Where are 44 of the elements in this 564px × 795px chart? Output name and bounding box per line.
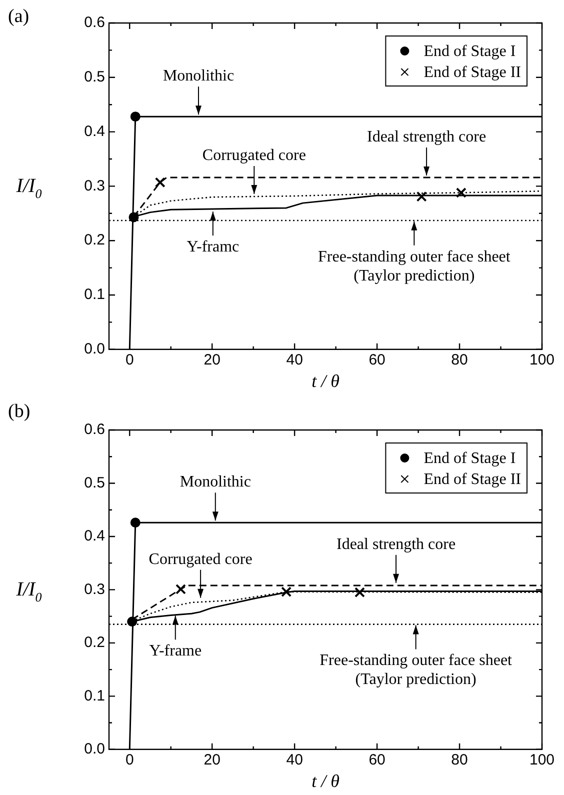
legend-label: End of Stage II [424, 64, 522, 82]
annotation: Free-standing outer face sheet (Taylor prediction) [318, 248, 511, 284]
y-tick-label: 0.6 [84, 421, 105, 438]
y-tick-label: 0.6 [84, 14, 105, 32]
y-tick-label: 0.4 [84, 122, 105, 140]
x-axis-title: t / θ [312, 770, 340, 791]
chart-title: (a) [8, 6, 30, 27]
x-tick-label: 20 [204, 352, 220, 369]
annotation: Y-framc [186, 238, 240, 256]
y-tick-label: 0.4 [84, 528, 105, 545]
legend-label: End of Stage I [424, 450, 516, 468]
annotation: Monolithic [162, 68, 234, 85]
x-tick-label: 80 [451, 752, 468, 769]
annotation: Free-standing outer face sheet (Taylor prediction) [320, 652, 513, 688]
x-tick-label: 100 [529, 752, 555, 769]
x-tick-label: 100 [529, 352, 555, 369]
annotation: Ideal strength core [367, 128, 486, 146]
x-axis-title: t / θ [312, 370, 340, 391]
x-tick-label: 0 [125, 352, 134, 369]
annotation: Ideal strength core [336, 536, 456, 553]
annotation: Monolithic [180, 474, 251, 491]
x-tick-label: 60 [368, 752, 386, 769]
x-tick-label: 20 [204, 752, 220, 769]
annotation: Corrugated core [202, 146, 306, 164]
y-tick-label: 0.2 [84, 634, 105, 652]
y-tick-label: 0.5 [84, 68, 105, 86]
y-tick-label: 0.3 [84, 580, 105, 598]
y-tick-label: 0.0 [84, 340, 105, 358]
y-tick-label: 0.0 [84, 740, 105, 758]
y-tick-label: 0.1 [84, 286, 105, 304]
chart-title: (b) [8, 401, 30, 422]
annotation: Y-frame [149, 642, 202, 660]
x-tick-label: 80 [451, 352, 468, 369]
legend-label: End of Stage I [424, 43, 516, 60]
y-tick-label: 0.2 [84, 232, 105, 249]
y-tick-label: 0.5 [84, 474, 105, 492]
legend-label: End of Stage II [424, 471, 522, 488]
annotation: Corrugated core [148, 550, 252, 568]
x-tick-label: 60 [368, 352, 386, 369]
x-tick-label: 40 [286, 352, 303, 369]
y-tick-label: 0.3 [84, 177, 105, 194]
x-tick-label: 0 [125, 752, 134, 769]
x-tick-label: 40 [286, 752, 303, 769]
y-tick-label: 0.1 [84, 687, 105, 704]
